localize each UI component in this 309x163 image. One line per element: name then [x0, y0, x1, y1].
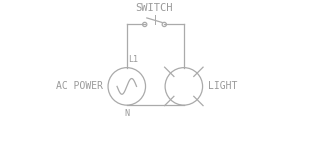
Text: LIGHT: LIGHT — [208, 81, 238, 91]
Text: SWITCH: SWITCH — [136, 3, 173, 13]
Text: N: N — [124, 109, 129, 118]
Text: L1: L1 — [129, 55, 138, 64]
Text: AC POWER: AC POWER — [56, 81, 103, 91]
